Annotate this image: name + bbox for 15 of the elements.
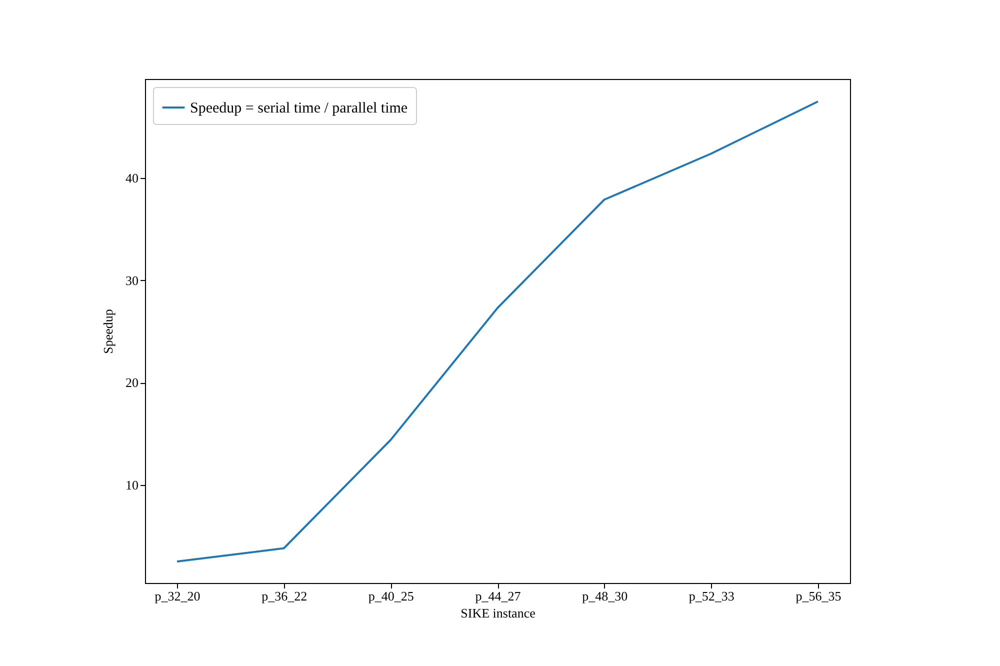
line-series	[176, 100, 819, 563]
y-tick-label: 40	[126, 170, 138, 186]
x-tick-label: p_56_35	[796, 588, 842, 604]
x-tick-label: p_36_22	[262, 588, 308, 604]
x-tick-label: p_44_27	[475, 588, 522, 604]
legend-label: Speedup = serial time / parallel time	[190, 100, 408, 116]
y-tick-label: 20	[126, 375, 138, 390]
x-tick-label: p_40_25	[368, 588, 414, 604]
x-tick-label: p_52_33	[688, 588, 734, 604]
y-tick-label: 30	[126, 272, 138, 288]
y-axis-title: Speedup	[100, 309, 116, 354]
y-tick-label: 10	[126, 477, 138, 492]
x-axis-title: SIKE instance	[460, 606, 536, 620]
x-tick-label: p_48_30	[582, 588, 628, 604]
x-tick-label: p_32_20	[154, 588, 200, 604]
